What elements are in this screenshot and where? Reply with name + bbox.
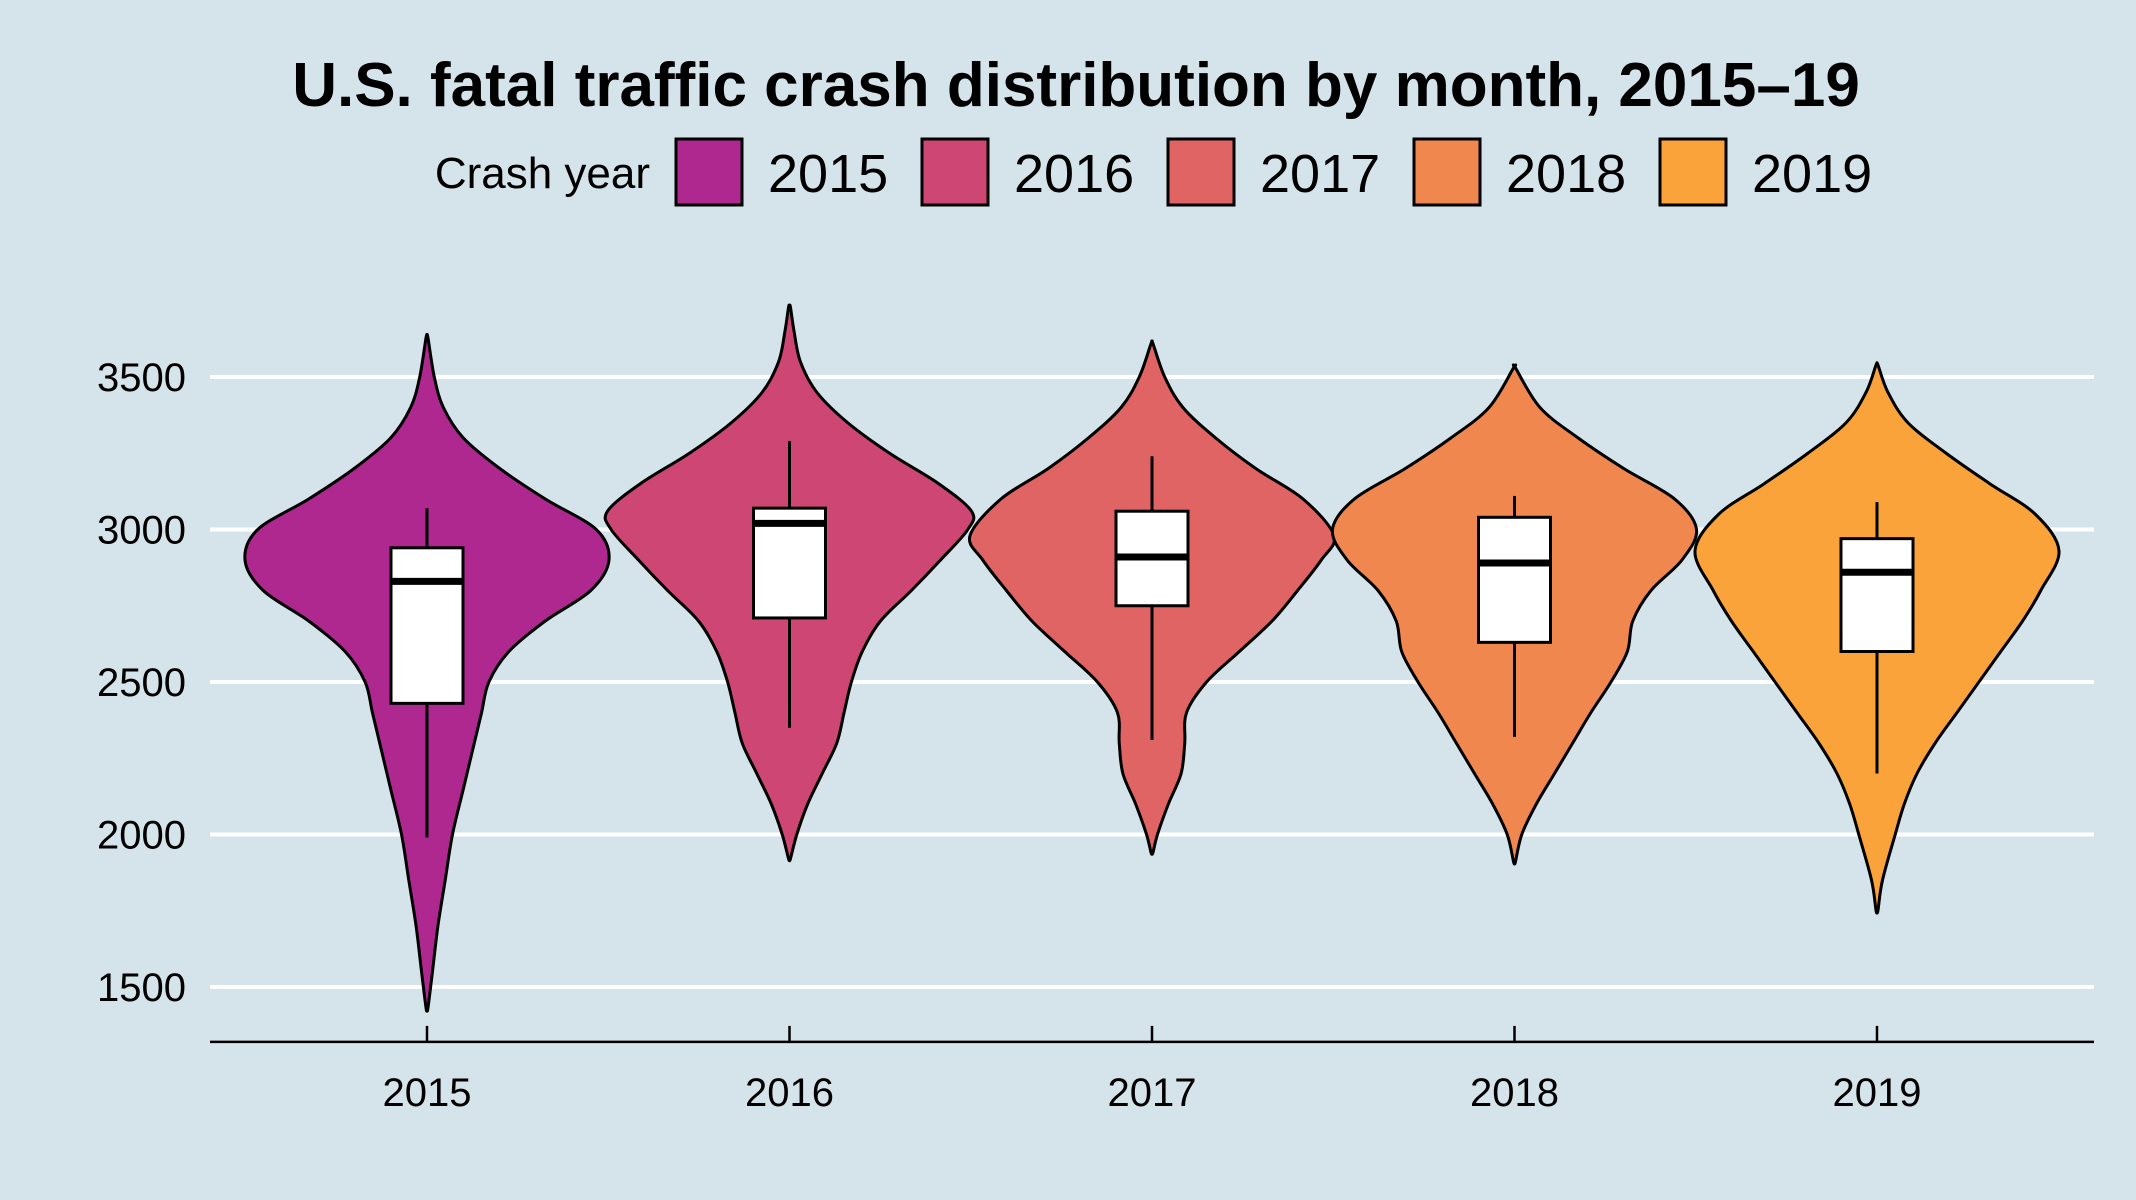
legend-swatch-2019: [1658, 137, 1728, 207]
legend-swatch-2016: [920, 137, 990, 207]
violin-group-2019: [1693, 361, 2061, 915]
violin-group-2016: [603, 303, 976, 863]
x-tick-label-2015: 2015: [383, 1071, 472, 1115]
x-tick-label-2019: 2019: [1833, 1071, 1922, 1115]
legend-title: Crash year: [435, 149, 650, 198]
violin-group-2018: [1330, 363, 1699, 866]
y-tick-label-2000: 2000: [97, 814, 186, 858]
violins: [243, 303, 2061, 1013]
legend-label-2016: 2016: [1014, 144, 1134, 204]
legend-label-2018: 2018: [1506, 144, 1626, 204]
legend-label-2015: 2015: [768, 144, 888, 204]
legend-label-2019: 2019: [1752, 144, 1872, 204]
violin-group-2015: [243, 332, 611, 1013]
axes: 1500 2000 2500 3000 3500 2015 2016 2017 2018 2019: [97, 356, 2094, 1115]
y-tick-label-3500: 3500: [97, 356, 186, 400]
x-tick-label-2017: 2017: [1108, 1071, 1197, 1115]
y-tick-label-3000: 3000: [97, 509, 186, 553]
box-2018: [1477, 515, 1552, 644]
legend: Crash year 2015 2016 2017 2018 2019: [435, 137, 1872, 207]
box-2019: [1839, 537, 1915, 654]
chart-title: U.S. fatal traffic crash distribution by…: [292, 51, 1860, 120]
legend-label-2017: 2017: [1260, 144, 1380, 204]
y-tick-label-1500: 1500: [97, 966, 186, 1010]
box-2015: [389, 546, 465, 705]
x-tick-label-2016: 2016: [745, 1071, 834, 1115]
y-tick-label-2500: 2500: [97, 661, 186, 705]
x-tick-label-2018: 2018: [1470, 1071, 1559, 1115]
violin-group-2017: [967, 339, 1337, 856]
legend-swatch-2017: [1166, 137, 1236, 207]
legend-swatch-2018: [1412, 137, 1482, 207]
legend-swatch-2015: [674, 137, 744, 207]
